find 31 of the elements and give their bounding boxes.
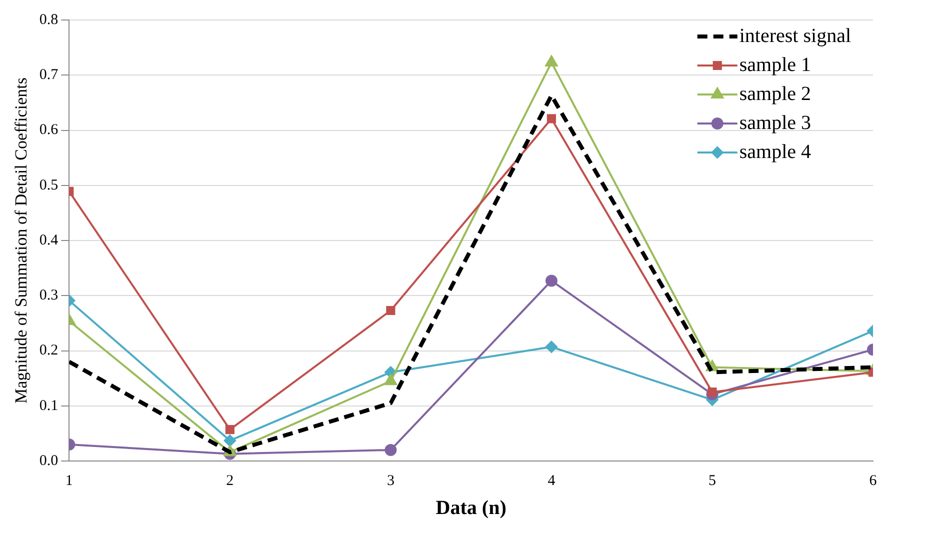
- point: [545, 274, 558, 287]
- y-tick-label: 0.3: [39, 288, 58, 304]
- point: [386, 306, 396, 316]
- y-tick-label: 0.0: [39, 452, 58, 469]
- point: [545, 340, 558, 353]
- legend-label: interest signal: [739, 24, 852, 47]
- legend-label: sample 4: [739, 140, 812, 163]
- legend-label: sample 3: [739, 112, 812, 134]
- point: [225, 425, 234, 434]
- x-tick-label: 2: [226, 472, 234, 489]
- y-tick-label: 0.1: [39, 398, 58, 414]
- y-tick-label: 0.8: [39, 12, 58, 28]
- y-tick-label: 0.4: [39, 232, 59, 248]
- x-tick-label: 5: [708, 472, 716, 489]
- x-tick-label: 4: [548, 472, 556, 489]
- point: [708, 388, 717, 397]
- x-tick-label: 1: [65, 472, 73, 489]
- y-axis-title: Magnitude of Summation of Detail Coefficients: [12, 78, 31, 404]
- x-tick-label: 3: [386, 472, 394, 489]
- point: [224, 434, 236, 447]
- legend-label: sample 1: [739, 54, 812, 76]
- point: [384, 374, 397, 386]
- legend-label: sample 2: [739, 82, 812, 105]
- point: [546, 114, 556, 124]
- x-tick-label: 6: [869, 472, 878, 489]
- point: [384, 444, 397, 456]
- y-tick-label: 0.6: [39, 122, 59, 138]
- y-tick-label: 0.5: [39, 177, 58, 194]
- y-tick-label: 0.2: [39, 342, 58, 359]
- x-axis-title: Data (n): [436, 497, 506, 520]
- y-tick-label: 0.7: [39, 67, 59, 84]
